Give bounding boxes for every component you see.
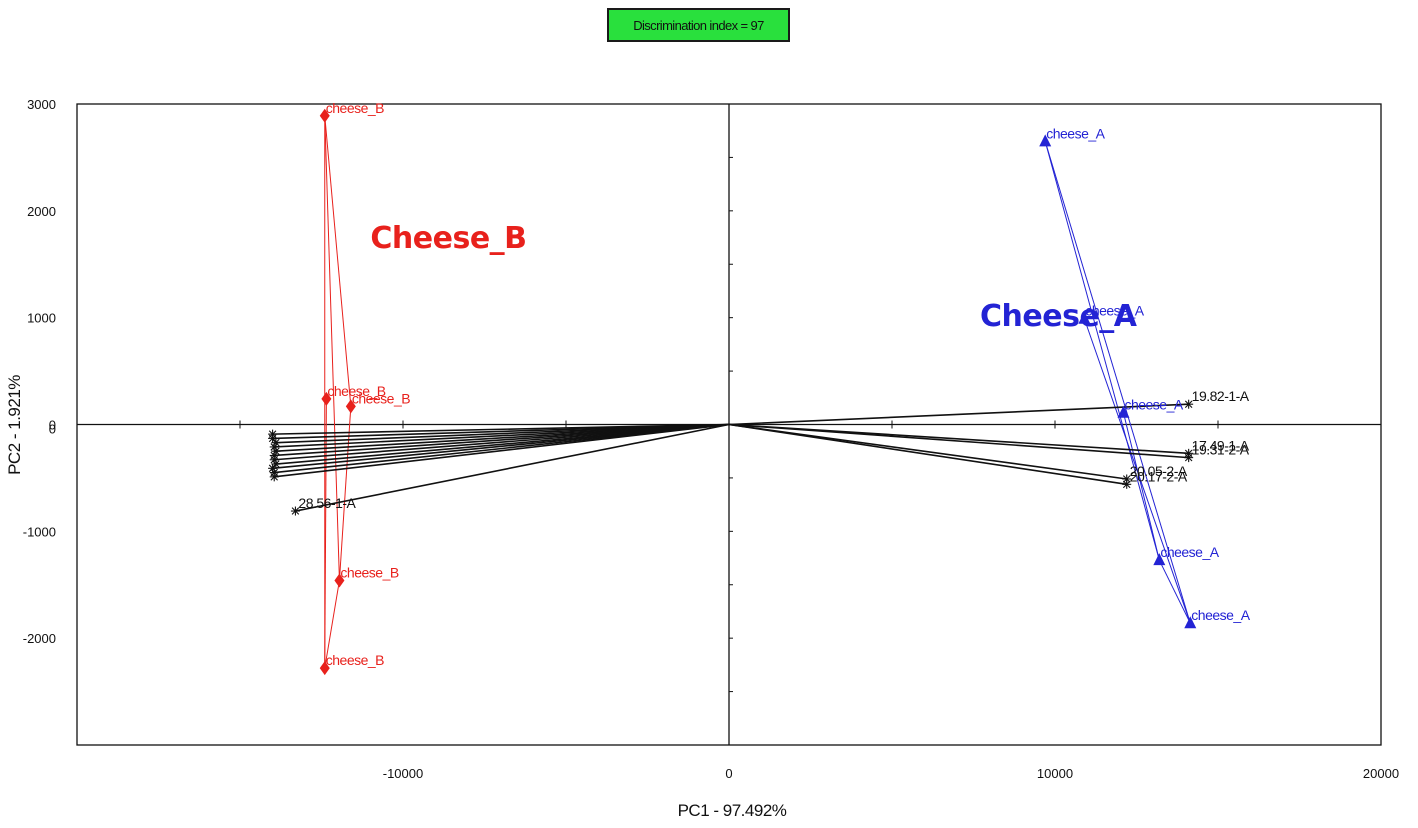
point-label: cheese_A [1124, 397, 1183, 413]
triangle-marker [1039, 134, 1052, 147]
group-connection [1044, 141, 1160, 561]
diamond-marker [321, 391, 332, 406]
group-label: Cheese_A [980, 299, 1138, 334]
loading-vector [728, 423, 1127, 486]
loading-vector [295, 423, 730, 512]
y-tick-label: 0 [49, 418, 56, 433]
loading-label: 20.17-2-A [1130, 468, 1188, 484]
loading-label: 20.05-2-A [1130, 463, 1188, 479]
group-connection [1122, 412, 1160, 561]
tick-labels: -10000 0 10000 20000-2000-10000100020003000… [23, 97, 1399, 781]
point-label: cheese_B [327, 383, 385, 399]
point-label: cheese_A [1085, 303, 1144, 319]
triangle-marker [1117, 405, 1130, 418]
point-label: cheese_B [326, 652, 384, 668]
discrimination-index-badge: Discrimination index = 97 [607, 8, 790, 42]
group-label: Cheese_B [370, 221, 526, 256]
y-tick-label: 3000 [27, 97, 56, 112]
asterisk-marker [290, 506, 300, 516]
point-label: cheese_B [352, 390, 410, 406]
asterisk-marker [1184, 448, 1194, 458]
diamond-marker [319, 661, 330, 676]
point-label: cheese_B [326, 100, 384, 116]
loading-vector [728, 403, 1189, 426]
loading-vector [274, 423, 730, 478]
discrimination-index-text: Discrimination index = 97 [633, 17, 764, 33]
loading-label: 19.82-1-A [1192, 388, 1250, 404]
x-tick-label: 10000 [1037, 766, 1073, 781]
x-tick-label: -10000 [383, 766, 423, 781]
loading-label: 19.31-2-A [1192, 442, 1250, 458]
point-markers [268, 108, 1197, 676]
loading-vector [728, 423, 1127, 480]
group-connection [1158, 559, 1191, 624]
asterisk-marker [268, 463, 278, 473]
y-tick-label: 1000 [27, 311, 56, 326]
group-connection [324, 580, 340, 669]
asterisk-marker [1122, 474, 1132, 484]
y-axis-title: PC2 - 1.921% [5, 375, 24, 475]
y-tick-label: -2000 [23, 631, 56, 646]
point-label: cheese_A [1046, 125, 1105, 141]
loading-label: 28.56-1-A [298, 495, 356, 511]
loading-vector [728, 423, 1189, 455]
diamond-marker [334, 573, 345, 588]
y-tick-label: 0 [49, 422, 56, 437]
diamond-marker [319, 108, 330, 123]
loading-label: 17.49-1-A [1192, 437, 1250, 453]
asterisk-marker [1122, 479, 1132, 489]
connection-lines [272, 115, 1191, 669]
point-label: cheese_B [340, 564, 398, 580]
x-tick-label: 20000 [1363, 766, 1399, 781]
diamond-marker [345, 399, 356, 414]
triangle-marker [1078, 311, 1091, 324]
point-label: cheese_A [1191, 607, 1250, 623]
y-tick-label: 2000 [27, 204, 56, 219]
x-tick-label: 0 [725, 766, 732, 781]
point-label: cheese_A [1160, 544, 1219, 560]
triangle-marker [1153, 553, 1166, 566]
asterisk-marker [1184, 399, 1194, 409]
triangle-marker [1184, 616, 1197, 629]
asterisk-marker [271, 438, 281, 448]
point-labels: Cheese_BCheese_Acheese_Bcheese_Bcheese_B… [298, 100, 1251, 668]
asterisk-marker [269, 472, 279, 482]
y-tick-label: -1000 [23, 524, 56, 539]
group-connection [1044, 141, 1191, 624]
group-connection [324, 115, 352, 407]
x-axis-title: PC1 - 97.492% [678, 801, 787, 820]
asterisk-marker [268, 433, 278, 443]
